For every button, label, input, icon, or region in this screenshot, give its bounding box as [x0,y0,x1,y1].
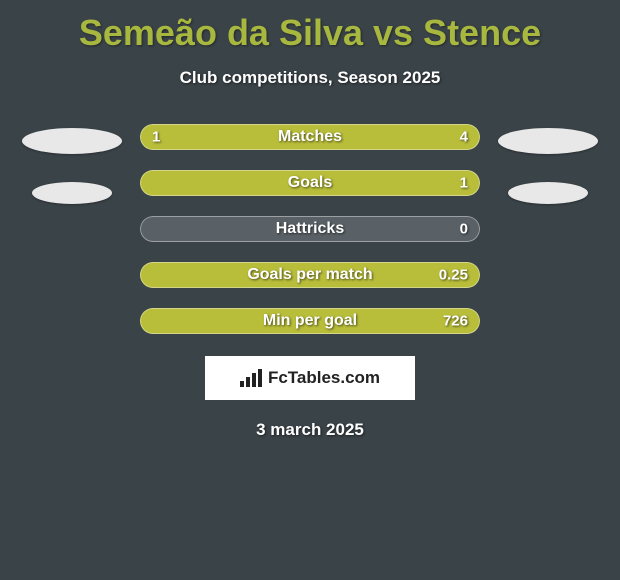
player2-avatar-col [498,124,598,204]
player1-avatar-placeholder [22,128,122,154]
bar-row: Min per goal726 [140,308,480,334]
page-title: Semeão da Silva vs Stence [0,0,620,54]
bar-row: 1Matches4 [140,124,480,150]
bar-fill-player2 [140,170,480,196]
bar-row: Goals1 [140,170,480,196]
bar-fill-player2 [140,308,480,334]
player2-avatar-placeholder [498,128,598,154]
player1-avatar-placeholder-small [32,182,112,204]
bar-chart-icon [240,369,262,387]
player1-avatar-col [22,124,122,204]
comparison-chart: 1Matches4 Goals1 Hattricks0 Goals per match… [0,124,620,334]
bar-fill-player2 [208,124,480,150]
bar-fill-player2 [140,262,480,288]
logo-text: FcTables.com [268,368,380,388]
date-text: 3 march 2025 [0,420,620,440]
bar-row: Goals per match0.25 [140,262,480,288]
subtitle: Club competitions, Season 2025 [0,68,620,88]
bar-row: Hattricks0 [140,216,480,242]
comparison-bars: 1Matches4 Goals1 Hattricks0 Goals per match… [140,124,480,334]
player2-avatar-placeholder-small [508,182,588,204]
fctables-logo: FcTables.com [205,356,415,400]
bar-fill-player1 [140,124,208,150]
bar-track [140,216,480,242]
